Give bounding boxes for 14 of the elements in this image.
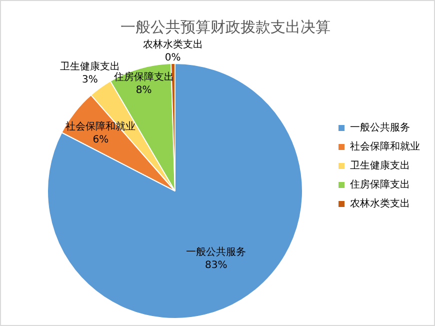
legend-label: 住房保障支出 [350, 178, 410, 191]
legend-label: 社会保障和就业 [350, 140, 420, 153]
data-label: 83% [205, 260, 228, 272]
data-label: 8% [136, 84, 152, 96]
data-label: 3% [82, 74, 98, 86]
legend-label: 卫生健康支出 [350, 160, 410, 172]
data-label: 6% [92, 134, 109, 146]
chart-title: 一般公共预算财政拨款支出决算 [120, 18, 330, 36]
slice-label: 一般公共服务 [186, 246, 246, 258]
slice-label: 农林水类支出 [142, 38, 203, 50]
data-label: 0% [164, 52, 181, 64]
legend-label: 农林水类支出 [350, 198, 410, 210]
slice-label: 卫生健康支出 [60, 60, 120, 73]
legend-label: 一般公共服务 [350, 122, 410, 134]
